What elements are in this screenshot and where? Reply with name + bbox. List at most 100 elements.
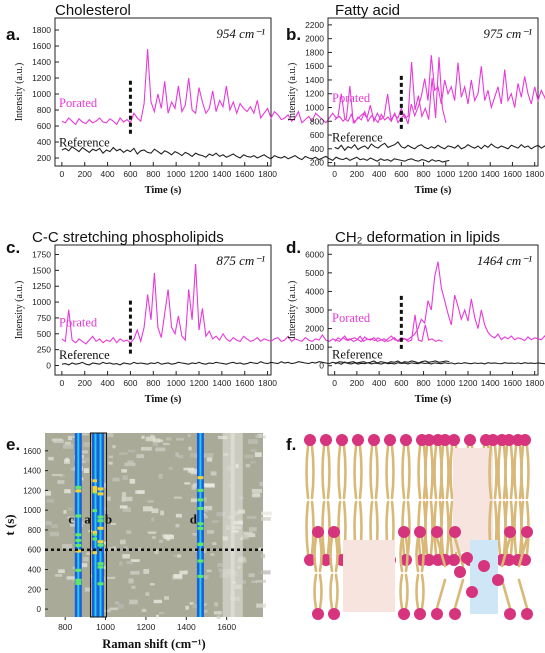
noise-speck	[80, 450, 88, 454]
lipid-tail	[429, 444, 434, 500]
porated-label: Porated	[59, 96, 98, 110]
x-tick-label: 1800	[525, 378, 544, 388]
band-hotspot	[92, 532, 99, 536]
band-hotspot	[75, 538, 82, 542]
lipid-head	[400, 554, 412, 566]
panel-letter: c.	[6, 238, 20, 257]
band-hotspot	[97, 543, 104, 547]
lipid-tail	[440, 500, 445, 556]
noise-speck	[251, 488, 262, 493]
noise-speck	[202, 506, 213, 511]
band-hotspot	[92, 479, 99, 483]
noise-speck	[211, 520, 219, 523]
x-tick-label: 400	[372, 378, 386, 388]
lipid-tail	[374, 444, 379, 500]
band-hotspot	[197, 559, 204, 563]
noise-speck	[250, 460, 256, 464]
x-tick-label: 800	[58, 622, 72, 632]
noise-speck	[121, 496, 133, 502]
lipid-tail	[453, 536, 465, 568]
noise-speck	[124, 546, 128, 550]
chart-title: Cholesterol	[55, 2, 131, 19]
lipid-head	[521, 526, 533, 538]
band-hotspot	[92, 551, 99, 555]
noise-speck	[81, 460, 86, 464]
noise-speck	[164, 596, 169, 600]
noise-speck	[46, 499, 55, 503]
noise-speck	[159, 539, 163, 543]
y-tick-label: 1000	[23, 506, 41, 515]
lipid-tail	[429, 500, 434, 556]
x-tick-label: 1200	[190, 378, 209, 388]
lipid-tail	[329, 536, 334, 573]
band-hotspot	[197, 498, 204, 502]
noise-speck	[243, 531, 253, 535]
noise-speck	[188, 446, 192, 451]
noise-speck	[210, 553, 215, 556]
band-hotspot	[97, 487, 104, 491]
noise-speck	[260, 554, 266, 559]
lipid-head	[466, 586, 478, 598]
y-tick-label: 0	[319, 361, 324, 371]
band-hotspot	[197, 574, 204, 578]
series-line-porated	[334, 261, 545, 343]
noise-speck	[51, 524, 58, 528]
lipid-head	[328, 526, 340, 538]
lipid-head	[304, 554, 316, 566]
noise-speck	[192, 604, 198, 609]
y-tick-label: 6000	[305, 249, 324, 259]
band-hotspot	[92, 486, 99, 489]
lipid-head	[431, 608, 443, 620]
x-tick-label: 800	[416, 378, 430, 388]
noise-speck	[107, 576, 116, 579]
noise-speck	[119, 452, 128, 455]
wavenumber-label: 975 cm⁻¹	[483, 26, 532, 41]
noise-speck	[153, 599, 163, 604]
lipid-tail	[445, 444, 450, 500]
x-axis-label: Time (s)	[415, 185, 452, 196]
noise-speck	[79, 457, 90, 462]
noise-speck	[136, 490, 145, 494]
x-tick-label: 1600	[217, 622, 236, 632]
x-tick-label: 600	[394, 378, 408, 388]
lipid-head	[320, 434, 332, 446]
y-tick-label: 3000	[305, 305, 324, 315]
y-axis-label: Intensity (a.u.)	[14, 281, 25, 340]
lipid-head	[492, 574, 504, 586]
noise-speck	[260, 570, 271, 575]
noise-speck	[66, 576, 77, 580]
noise-speck	[122, 554, 130, 559]
lipid-tail	[342, 444, 347, 500]
noise-speck	[126, 561, 133, 565]
lipid-tail	[369, 444, 374, 500]
x-tick-label: 1000	[436, 378, 455, 388]
band-hotspot	[92, 530, 99, 534]
y-tick-label: 200	[28, 585, 42, 594]
noise-speck	[84, 442, 95, 445]
noise-speck	[169, 467, 173, 470]
wavenumber-label: 1464 cm⁻¹	[477, 253, 532, 268]
noise-speck	[152, 442, 158, 447]
noise-speck	[172, 554, 180, 557]
x-tick-label: 0	[59, 169, 64, 179]
band-label: d	[190, 512, 198, 527]
noise-column	[230, 433, 243, 617]
lipid-tail	[445, 500, 450, 556]
lipid-tail	[517, 578, 529, 610]
noise-speck	[159, 611, 165, 615]
porated-label: Porated	[59, 316, 98, 330]
noise-speck	[184, 482, 191, 485]
lipid-tail	[424, 444, 429, 500]
noise-speck	[152, 438, 161, 443]
heatmap-panel: e. c a b d 0 200 400 600 800 1000 1200 1400 1600 800 10…	[2, 432, 272, 651]
lipid-tail	[520, 444, 525, 500]
noise-speck	[173, 496, 182, 499]
noise-speck	[117, 604, 124, 609]
lipid-head	[423, 554, 435, 566]
y-tick-label: 4000	[305, 286, 324, 296]
noise-speck	[160, 510, 165, 516]
noise-speck	[145, 592, 150, 596]
chart-panel-c: c. C-C stretching phospholipids 875 cm⁻¹ 0 2…	[6, 229, 450, 405]
noise-speck	[261, 511, 272, 516]
noise-speck	[178, 454, 184, 459]
